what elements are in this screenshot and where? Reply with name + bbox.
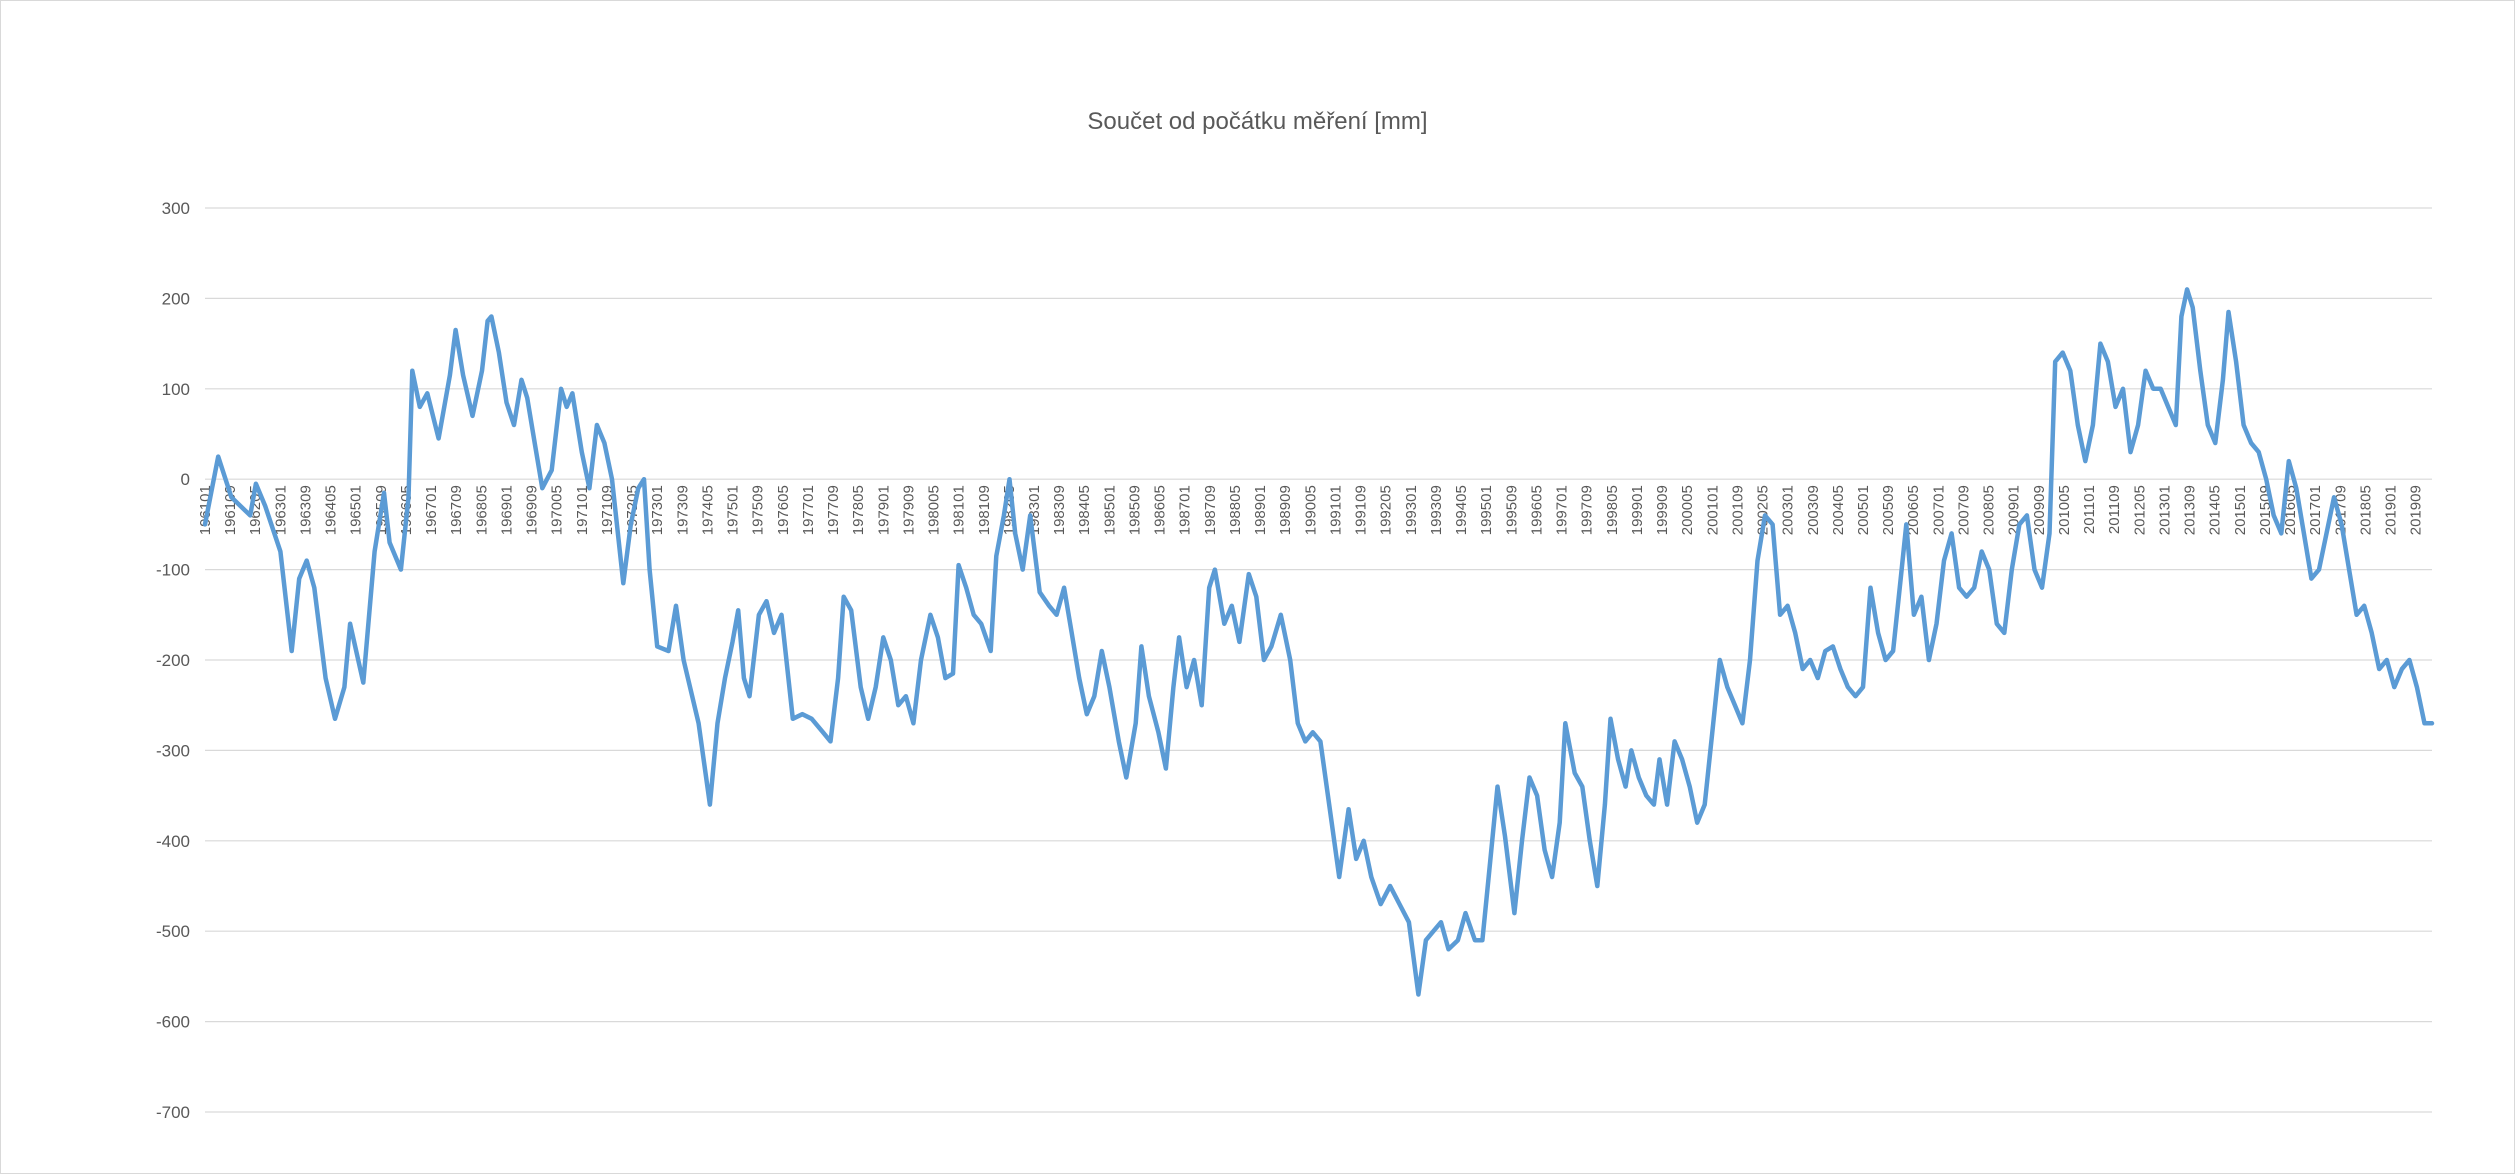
x-tick-label: 199109 — [1353, 485, 1370, 535]
x-tick-label: 196901 — [498, 485, 515, 535]
x-tick-label: 200805 — [1981, 485, 1998, 535]
x-tick-label: 196309 — [297, 485, 314, 535]
x-tick-label: 199309 — [1428, 485, 1445, 535]
x-tick-label: 201301 — [2156, 485, 2173, 535]
x-tick-label: 201901 — [2383, 485, 2400, 535]
x-tick-label: 197309 — [674, 485, 691, 535]
gridlines — [205, 207, 2432, 1113]
x-tick-label: 197109 — [599, 485, 616, 535]
x-tick-label: 196405 — [323, 485, 340, 535]
x-tick-label: 198605 — [1152, 485, 1169, 535]
x-tick-label: 200101 — [1704, 485, 1721, 535]
y-tick-label: 300 — [162, 199, 190, 218]
x-tick-label: 200301 — [1780, 485, 1797, 535]
x-tick-label: 199709 — [1579, 485, 1596, 535]
x-tick-label: 197101 — [574, 485, 591, 535]
x-tick-label: 200509 — [1880, 485, 1897, 535]
x-tick-label: 197005 — [549, 485, 566, 535]
x-tick-label: 199901 — [1629, 485, 1646, 535]
x-tick-label: 201701 — [2307, 485, 2324, 535]
x-tick-label: 197901 — [875, 485, 892, 535]
x-tick-label: 199301 — [1403, 485, 1420, 535]
y-tick-label: -700 — [156, 1103, 190, 1122]
y-tick-label: -300 — [156, 741, 190, 760]
x-tick-label: 201005 — [2056, 485, 2073, 535]
x-tick-label: 199501 — [1478, 485, 1495, 535]
x-tick-label: 196701 — [423, 485, 440, 535]
x-tick-label: 198701 — [1177, 485, 1194, 535]
x-tick-label: 197909 — [900, 485, 917, 535]
x-tick-label: 200109 — [1729, 485, 1746, 535]
x-tick-label: 197709 — [825, 485, 842, 535]
y-tick-label: 100 — [162, 380, 190, 399]
x-tick-label: 199605 — [1528, 485, 1545, 535]
x-tick-label: 200709 — [1955, 485, 1972, 535]
y-tick-label: -100 — [156, 561, 190, 580]
x-tick-label: 199005 — [1302, 485, 1319, 535]
x-axis-labels: 196101 196109 196205 196301 196309 196405 1965… — [197, 485, 2425, 535]
y-tick-label: -400 — [156, 832, 190, 851]
x-tick-label: 199701 — [1554, 485, 1571, 535]
y-tick-label: 0 — [181, 470, 190, 489]
x-tick-label: 198805 — [1227, 485, 1244, 535]
x-tick-label: 199101 — [1327, 485, 1344, 535]
x-tick-label: 198909 — [1277, 485, 1294, 535]
x-tick-label: 196909 — [524, 485, 541, 535]
plot-series — [202, 287, 2435, 997]
x-tick-label: 197405 — [699, 485, 716, 535]
x-tick-label: 201205 — [2131, 485, 2148, 535]
x-tick-label: 199509 — [1503, 485, 1520, 535]
x-tick-label: 198709 — [1202, 485, 1219, 535]
x-tick-label: 197509 — [750, 485, 767, 535]
x-tick-label: 198005 — [926, 485, 943, 535]
x-tick-label: 198109 — [976, 485, 993, 535]
x-tick-label: 201109 — [2106, 485, 2123, 534]
x-tick-label: 199205 — [1378, 485, 1395, 535]
x-tick-label: 198309 — [1051, 485, 1068, 535]
x-tick-label: 201101 — [2081, 485, 2098, 534]
x-tick-label: 196709 — [448, 485, 465, 535]
x-tick-label: 201709 — [2332, 485, 2349, 535]
x-tick-label: 201909 — [2408, 485, 2425, 535]
y-axis-labels: 300 200 100 0 -100 -200 -300 -400 -500 -600 -700 — [156, 199, 190, 1122]
x-tick-label: 200205 — [1755, 485, 1772, 535]
x-tick-label: 197805 — [850, 485, 867, 535]
x-tick-label: 199909 — [1654, 485, 1671, 535]
x-tick-label: 200701 — [1930, 485, 1947, 535]
x-tick-label: 196805 — [473, 485, 490, 535]
x-tick-label: 201805 — [2357, 485, 2374, 535]
x-tick-label: 196301 — [272, 485, 289, 535]
x-tick-label: 200909 — [2031, 485, 2048, 535]
y-tick-label: -500 — [156, 922, 190, 941]
x-tick-label: 200501 — [1855, 485, 1872, 535]
x-tick-label: 200005 — [1679, 485, 1696, 535]
x-tick-label: 198501 — [1101, 485, 1118, 535]
chart-title: Součet od počátku měření [mm] — [1087, 108, 1428, 135]
x-tick-label: 197501 — [725, 485, 742, 535]
x-tick-label: 200309 — [1805, 485, 1822, 535]
x-tick-label: 201309 — [2182, 485, 2199, 535]
x-tick-label: 199405 — [1453, 485, 1470, 535]
x-tick-label: 199805 — [1604, 485, 1621, 535]
y-tick-label: -200 — [156, 651, 190, 670]
x-tick-label: 197301 — [649, 485, 666, 535]
x-tick-label: 200405 — [1830, 485, 1847, 535]
x-tick-label: 198101 — [951, 485, 968, 535]
x-tick-label: 197605 — [775, 485, 792, 535]
x-tick-label: 200605 — [1905, 485, 1922, 535]
y-tick-label: 200 — [162, 289, 190, 308]
x-tick-label: 198405 — [1076, 485, 1093, 535]
x-tick-label: 198509 — [1126, 485, 1143, 535]
x-tick-label: 197701 — [800, 485, 817, 535]
x-tick-label: 196501 — [348, 485, 365, 535]
y-tick-label: -600 — [156, 1013, 190, 1032]
x-tick-label: 198901 — [1252, 485, 1269, 535]
series-line — [202, 287, 2435, 997]
x-tick-label: 201405 — [2207, 485, 2224, 535]
x-tick-label: 201501 — [2232, 485, 2249, 535]
